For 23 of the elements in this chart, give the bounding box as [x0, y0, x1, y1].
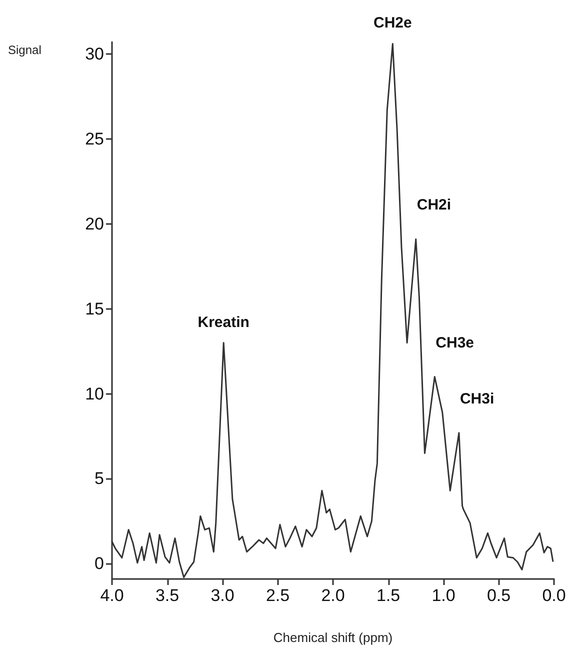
x-tick-label: 1.0 — [432, 586, 456, 605]
x-tick-label: 4.0 — [100, 586, 124, 605]
annotation: CH2i — [416, 196, 452, 214]
y-axis-title: Signal — [8, 43, 42, 57]
y-tick-label: 10 — [85, 384, 104, 404]
y-tick-label: 25 — [85, 129, 104, 148]
y-tick-label: 15 — [85, 299, 104, 318]
annotation: Kreatin — [198, 314, 250, 331]
annotation: CH2e — [373, 14, 412, 32]
x-tick-label: 3.5 — [155, 586, 180, 605]
annotation: CH3i — [460, 390, 494, 408]
y-tick-label: 30 — [85, 44, 104, 64]
x-tick-label: 2.0 — [321, 586, 345, 605]
x-tick-label: 3.0 — [210, 586, 234, 605]
annotation: CH3e — [436, 334, 474, 352]
y-tick-label: 0 — [94, 554, 104, 574]
y-tick-label: 5 — [94, 469, 104, 488]
x-tick-label: 0.5 — [486, 586, 511, 605]
x-tick-label: 0.0 — [542, 586, 566, 605]
x-tick-label: 2.5 — [266, 586, 290, 605]
x-tick-label: 1.5 — [376, 586, 400, 605]
y-tick-label: 20 — [85, 214, 104, 234]
x-axis-title: Chemical shift (ppm) — [273, 630, 393, 645]
